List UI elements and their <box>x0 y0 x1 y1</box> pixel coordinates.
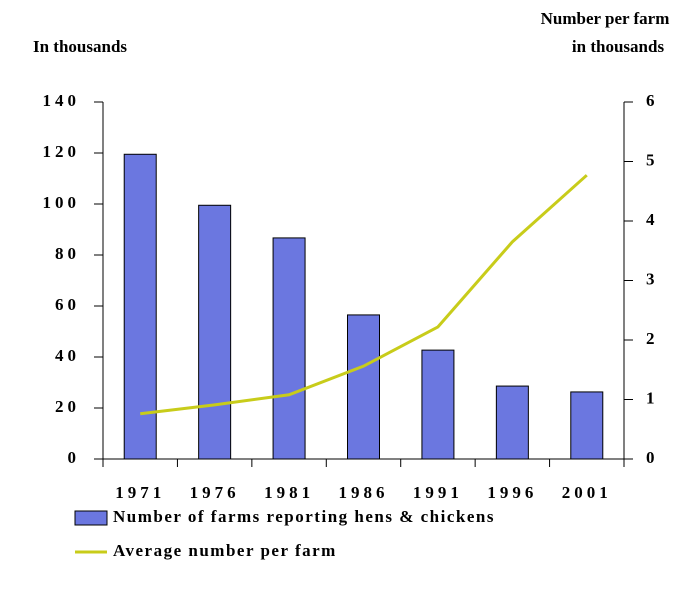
bar <box>495 385 529 460</box>
y2-tick-label: 5 <box>646 150 655 169</box>
y-tick-label: 120 <box>43 142 81 161</box>
y-axis-label: In thousands <box>33 37 127 56</box>
x-tick-label: 1971 <box>115 483 165 502</box>
bar <box>421 349 455 460</box>
x-tick-label: 1981 <box>264 483 314 502</box>
legend-swatch <box>74 510 108 526</box>
y-tick-label: 80 <box>55 244 80 263</box>
y-tick-label: 140 <box>43 91 81 110</box>
legend-label: Average number per farm <box>113 541 337 560</box>
bar <box>570 391 604 460</box>
y2-tick-label: 3 <box>646 269 655 288</box>
bar <box>123 153 157 460</box>
bar <box>272 237 306 460</box>
y-tick-label: 100 <box>43 193 81 212</box>
x-tick-label: 2001 <box>562 483 612 502</box>
x-tick-label: 1976 <box>190 483 240 502</box>
y2-tick-label: 2 <box>646 329 655 348</box>
y2-tick-label: 1 <box>646 388 655 407</box>
x-tick-label: 1991 <box>413 483 463 502</box>
y-tick-label: 0 <box>68 448 81 467</box>
y-tick-label: 60 <box>55 295 80 314</box>
legend-label: Number of farms reporting hens & chicken… <box>113 507 495 526</box>
y2-tick-label: 4 <box>646 210 655 229</box>
y2-axis-label: in thousands <box>572 37 665 56</box>
x-tick-label: 1986 <box>339 483 389 502</box>
y2-tick-label: 0 <box>646 448 655 467</box>
y2-axis-label: Number per farm <box>541 9 670 28</box>
bar <box>198 204 232 460</box>
y-tick-label: 40 <box>55 346 80 365</box>
bar <box>347 314 380 460</box>
line <box>140 174 588 416</box>
y-tick-label: 20 <box>55 397 80 416</box>
y2-tick-label: 6 <box>646 91 655 110</box>
x-tick-label: 1996 <box>487 483 537 502</box>
